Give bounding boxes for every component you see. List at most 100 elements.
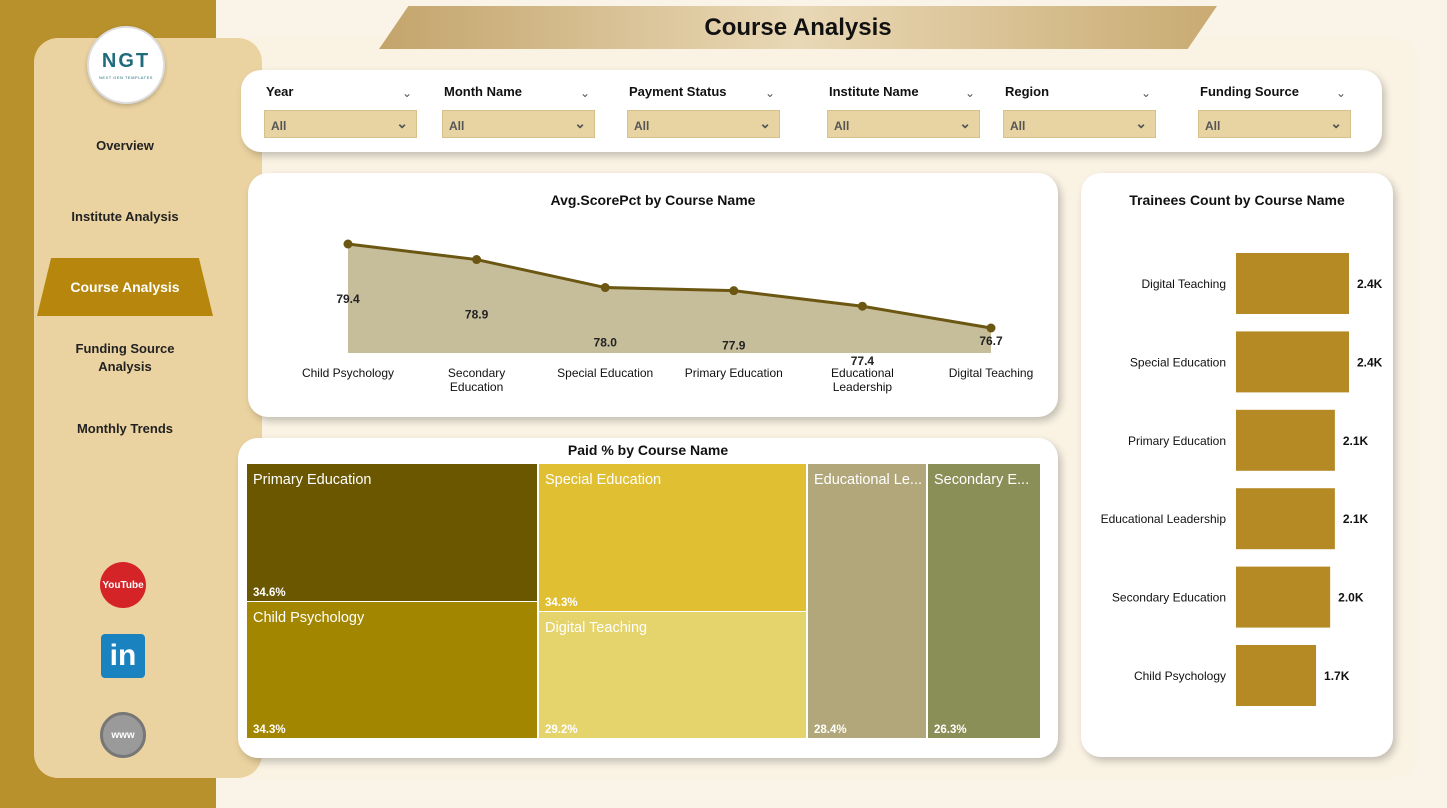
bar-category-label: Primary Education bbox=[1128, 434, 1226, 448]
treemap-tile-label: Child Psychology bbox=[253, 610, 365, 626]
nav-item-institute-analysis[interactable]: Institute Analysis bbox=[71, 209, 179, 224]
chevron-down-icon: ⌄ bbox=[396, 115, 408, 131]
filter-select-month-name[interactable]: All ⌄ bbox=[442, 110, 595, 138]
bar-value-label: 2.0K bbox=[1338, 591, 1364, 605]
filter-value: All bbox=[634, 119, 650, 133]
bar-value-label: 1.7K bbox=[1324, 669, 1350, 683]
area-fill bbox=[348, 244, 991, 353]
bar[interactable] bbox=[1236, 566, 1331, 628]
data-label: 79.4 bbox=[336, 292, 360, 306]
data-point[interactable] bbox=[857, 301, 867, 311]
chevron-down-icon[interactable]: ⌄ bbox=[1141, 86, 1152, 100]
x-tick-label: Child Psychology bbox=[302, 366, 394, 380]
bar[interactable] bbox=[1236, 253, 1349, 314]
x-tick-label: Leadership bbox=[833, 380, 893, 394]
filter-year: Year ⌄ All ⌄ bbox=[264, 84, 417, 138]
filter-panel: Year ⌄ All ⌄ Month Name ⌄ All ⌄ Payment St… bbox=[241, 70, 1382, 152]
bar-value-label: 2.1K bbox=[1343, 512, 1369, 526]
treemap-tile-value: 34.3% bbox=[253, 724, 286, 736]
linkedin-icon-label: in bbox=[109, 639, 137, 672]
trainees-count-chart-card: Trainees Count by Course Name Digital Te… bbox=[1081, 173, 1393, 757]
series-line bbox=[347, 242, 992, 330]
data-point[interactable] bbox=[729, 286, 739, 296]
chevron-down-icon: ⌄ bbox=[759, 115, 771, 131]
data-point[interactable] bbox=[986, 323, 996, 333]
nav-item-funding-source-analysis[interactable]: Funding Source Analysis bbox=[75, 341, 175, 374]
data-point[interactable] bbox=[472, 255, 482, 265]
treemap-tile-value: 26.3% bbox=[934, 724, 967, 736]
sidebar bbox=[34, 38, 262, 778]
filter-select-payment-status[interactable]: All ⌄ bbox=[627, 110, 780, 138]
filter-label: Year bbox=[266, 84, 294, 99]
treemap-tile-value: 29.2% bbox=[545, 724, 578, 736]
filter-value: All bbox=[271, 119, 287, 133]
filter-label: Month Name bbox=[444, 84, 522, 99]
data-label: 78.9 bbox=[465, 308, 489, 322]
filter-value: All bbox=[1205, 119, 1221, 133]
data-label: 77.9 bbox=[722, 339, 746, 353]
filter-funding-source: Funding Source ⌄ All ⌄ bbox=[1198, 84, 1351, 138]
treemap-tile[interactable]: Child Psychology 34.3% bbox=[247, 602, 537, 738]
treemap-tile-label: Primary Education bbox=[253, 472, 372, 488]
treemap-tile[interactable]: Secondary E... 26.3% bbox=[928, 464, 1040, 738]
filter-select-year[interactable]: All ⌄ bbox=[264, 110, 417, 138]
trainees-count-bar-chart: Digital Teaching 2.4K Special Education 2.4… bbox=[1101, 253, 1383, 706]
chevron-down-icon[interactable]: ⌄ bbox=[1336, 86, 1347, 100]
chevron-down-icon[interactable]: ⌄ bbox=[580, 86, 591, 100]
nav-item-overview[interactable]: Overview bbox=[96, 138, 154, 153]
filter-label: Payment Status bbox=[629, 84, 727, 99]
trainees-count-chart-title: Trainees Count by Course Name bbox=[1129, 192, 1345, 208]
chevron-down-icon[interactable]: ⌄ bbox=[765, 86, 776, 100]
treemap-tile-value: 28.4% bbox=[814, 724, 847, 736]
chevron-down-icon: ⌄ bbox=[1135, 115, 1147, 131]
data-point[interactable] bbox=[600, 283, 610, 293]
avg-score-chart-card: Avg.ScorePct by Course Name 79.4 Child Ps… bbox=[248, 173, 1058, 417]
linkedin-icon[interactable]: in bbox=[101, 634, 145, 678]
x-tick-label: Education bbox=[450, 380, 503, 394]
website-globe-icon[interactable]: www bbox=[100, 712, 146, 758]
chevron-down-icon: ⌄ bbox=[959, 115, 971, 131]
bar[interactable] bbox=[1236, 488, 1335, 550]
youtube-icon[interactable]: YouTube bbox=[100, 562, 146, 608]
chevron-down-icon: ⌄ bbox=[1330, 115, 1342, 131]
filter-value: All bbox=[1010, 119, 1026, 133]
filter-month-name: Month Name ⌄ All ⌄ bbox=[442, 84, 595, 138]
logo-subtext: NEXT GEN TEMPLATES bbox=[99, 75, 153, 80]
data-label: 77.4 bbox=[851, 354, 875, 368]
treemap-tile-label: Educational Le... bbox=[814, 472, 923, 488]
avg-score-chart-title: Avg.ScorePct by Course Name bbox=[550, 192, 756, 208]
filter-select-region[interactable]: All ⌄ bbox=[1003, 110, 1156, 138]
treemap-tile[interactable]: Digital Teaching 29.2% bbox=[539, 612, 806, 738]
bar[interactable] bbox=[1236, 645, 1317, 706]
bar[interactable] bbox=[1236, 409, 1335, 471]
bar[interactable] bbox=[1236, 331, 1349, 393]
filter-select-funding-source[interactable]: All ⌄ bbox=[1198, 110, 1351, 138]
filter-payment-status: Payment Status ⌄ All ⌄ bbox=[627, 84, 780, 138]
bar-value-label: 2.4K bbox=[1357, 355, 1383, 369]
nav-item-monthly-trends[interactable]: Monthly Trends bbox=[76, 421, 174, 436]
treemap-tile[interactable]: Special Education 34.3% bbox=[539, 464, 806, 611]
chevron-down-icon[interactable]: ⌄ bbox=[402, 86, 413, 100]
filter-select-institute-name[interactable]: All ⌄ bbox=[827, 110, 980, 138]
data-label: 78.0 bbox=[594, 336, 618, 350]
x-tick-label: Primary Education bbox=[685, 366, 783, 380]
treemap-tile[interactable]: Educational Le... 28.4% bbox=[808, 464, 926, 738]
youtube-icon-label: YouTube bbox=[102, 579, 144, 591]
nav-item-course-analysis[interactable]: Course Analysis bbox=[37, 258, 213, 316]
filter-label: Institute Name bbox=[829, 84, 919, 99]
filter-label: Funding Source bbox=[1200, 84, 1299, 99]
treemap-tile-label: Digital Teaching bbox=[545, 620, 648, 636]
chevron-down-icon[interactable]: ⌄ bbox=[965, 86, 976, 100]
treemap-tile-value: 34.6% bbox=[253, 587, 286, 599]
treemap-tile[interactable]: Primary Education 34.6% bbox=[247, 464, 537, 601]
x-tick-label: Secondary bbox=[448, 366, 505, 380]
x-tick-label: Special Education bbox=[557, 366, 653, 380]
bar-category-label: Special Education bbox=[1130, 355, 1226, 369]
data-point[interactable] bbox=[343, 239, 353, 249]
paid-pct-treemap: Primary Education 34.6% Child Psychology 34… bbox=[247, 464, 1040, 738]
paid-pct-chart-card: Paid % by Course Name Primary Education 3… bbox=[238, 438, 1058, 758]
bar-category-label: Child Psychology bbox=[1134, 669, 1226, 683]
page-title: Course Analysis bbox=[704, 13, 892, 41]
treemap-tile-label: Special Education bbox=[545, 472, 662, 488]
data-label: 76.7 bbox=[979, 334, 1003, 348]
